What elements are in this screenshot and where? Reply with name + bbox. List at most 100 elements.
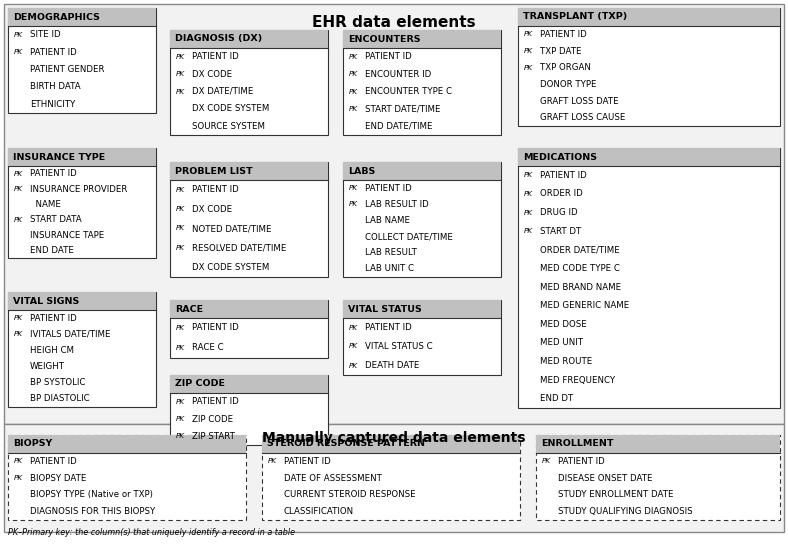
Text: BIOPSY DATE: BIOPSY DATE (30, 473, 87, 483)
Bar (8, 435, 246, 453)
Text: GRAFT LOSS CAUSE: GRAFT LOSS CAUSE (540, 113, 626, 122)
Text: MED GENERIC NAME: MED GENERIC NAME (540, 301, 630, 310)
Text: PK: PK (14, 217, 23, 223)
Text: END DATE/TIME: END DATE/TIME (365, 122, 433, 131)
Text: PATIENT ID: PATIENT ID (30, 48, 76, 57)
Text: DATE OF ASSESSMENT: DATE OF ASSESSMENT (284, 473, 382, 483)
Text: PK: PK (176, 88, 185, 94)
Bar (8, 292, 156, 310)
Text: PK: PK (14, 475, 23, 481)
Text: PK: PK (176, 416, 185, 422)
Text: VITAL SIGNS: VITAL SIGNS (13, 296, 80, 306)
Text: BIOPSY TYPE (Native or TXP): BIOPSY TYPE (Native or TXP) (30, 490, 153, 500)
Text: PATIENT ID: PATIENT ID (540, 171, 587, 180)
Text: PK: PK (524, 228, 533, 234)
Text: PK: PK (349, 71, 358, 77)
Text: START DATA: START DATA (30, 215, 82, 224)
Bar (262, 435, 520, 453)
Text: STEROID RESPONSE PATTERN: STEROID RESPONSE PATTERN (267, 440, 425, 448)
Text: ZIP START: ZIP START (192, 432, 235, 441)
Text: PK: PK (268, 459, 277, 465)
Text: LABS: LABS (348, 167, 375, 175)
Text: LAB RESULT: LAB RESULT (365, 248, 417, 257)
Text: PK: PK (542, 459, 551, 465)
Text: DEATH DATE: DEATH DATE (365, 361, 419, 370)
Text: CLASSIFICATION: CLASSIFICATION (284, 507, 354, 516)
Bar (518, 148, 780, 408)
Bar (536, 435, 780, 520)
Text: PK: PK (176, 54, 185, 60)
Bar (170, 300, 328, 318)
Text: PK: PK (176, 245, 185, 251)
Text: MED FREQUENCY: MED FREQUENCY (540, 376, 615, 384)
Text: VITAL STATUS C: VITAL STATUS C (365, 342, 433, 351)
Text: WEIGHT: WEIGHT (30, 362, 65, 371)
Text: BIRTH DATA: BIRTH DATA (30, 82, 80, 91)
Bar (170, 375, 328, 445)
Text: DONOR TYPE: DONOR TYPE (540, 80, 597, 89)
Text: ENCOUNTERS: ENCOUNTERS (348, 34, 421, 44)
Bar (4, 4, 784, 424)
Bar (343, 300, 501, 375)
Text: PK: PK (176, 187, 185, 193)
Text: STUDY QUALIFYING DIAGNOSIS: STUDY QUALIFYING DIAGNOSIS (558, 507, 693, 516)
Text: PK: PK (524, 64, 533, 70)
Bar (343, 30, 501, 135)
Text: INSURANCE TAPE: INSURANCE TAPE (30, 230, 104, 240)
Text: PK: PK (14, 32, 23, 38)
Text: TRANSPLANT (TXP): TRANSPLANT (TXP) (523, 13, 627, 21)
Text: RESOLVED DATE/TIME: RESOLVED DATE/TIME (192, 244, 286, 252)
Bar (170, 30, 328, 135)
Bar (8, 148, 156, 166)
Text: DX CODE SYSTEM: DX CODE SYSTEM (192, 263, 269, 272)
Text: HEIGH CM: HEIGH CM (30, 346, 74, 355)
Text: SOURCE SYSTEM: SOURCE SYSTEM (192, 122, 265, 131)
Text: RACE: RACE (175, 305, 203, 313)
Text: DX CODE: DX CODE (192, 205, 232, 213)
Text: PK: PK (349, 343, 358, 349)
Bar (518, 8, 780, 126)
Text: ETHNICITY: ETHNICITY (30, 100, 75, 109)
Text: PK: PK (349, 106, 358, 112)
Text: INSURANCE PROVIDER: INSURANCE PROVIDER (30, 185, 128, 193)
Text: PK: PK (524, 191, 533, 197)
Text: PK: PK (14, 49, 23, 55)
Text: END DT: END DT (540, 394, 573, 403)
Text: PATIENT ID: PATIENT ID (30, 169, 76, 178)
Text: PATIENT ID: PATIENT ID (192, 397, 239, 406)
Text: NOTED DATE/TIME: NOTED DATE/TIME (192, 224, 272, 233)
Text: MED CODE TYPE C: MED CODE TYPE C (540, 264, 620, 273)
Text: PK: PK (14, 171, 23, 177)
Text: BP DIASTOLIC: BP DIASTOLIC (30, 394, 90, 403)
Text: ZIP CODE: ZIP CODE (192, 414, 233, 424)
Text: PATIENT ID: PATIENT ID (192, 323, 239, 333)
Text: PK: PK (176, 325, 185, 331)
Text: GRAFT LOSS DATE: GRAFT LOSS DATE (540, 97, 619, 105)
Text: LAB RESULT ID: LAB RESULT ID (365, 200, 429, 209)
Text: DEMOGRAPHICS: DEMOGRAPHICS (13, 13, 100, 21)
Text: PK: PK (176, 225, 185, 232)
Text: PK: PK (14, 331, 23, 337)
Text: PK: PK (349, 324, 358, 330)
Text: MED UNIT: MED UNIT (540, 339, 583, 347)
Bar (343, 300, 501, 318)
Text: CURRENT STEROID RESPONSE: CURRENT STEROID RESPONSE (284, 490, 415, 500)
Text: ORDER DATE/TIME: ORDER DATE/TIME (540, 245, 619, 254)
Text: PK: PK (14, 315, 23, 321)
Text: DIAGNOSIS FOR THIS BIOPSY: DIAGNOSIS FOR THIS BIOPSY (30, 507, 155, 516)
Text: PK: PK (349, 54, 358, 60)
Bar (4, 424, 784, 532)
Bar (8, 435, 246, 520)
Text: ENCOUNTER TYPE C: ENCOUNTER TYPE C (365, 87, 452, 96)
Bar (170, 162, 328, 277)
Text: PATIENT ID: PATIENT ID (192, 185, 239, 194)
Text: PATIENT ID: PATIENT ID (30, 313, 76, 323)
Text: BP SYSTOLIC: BP SYSTOLIC (30, 378, 85, 387)
Text: PK: PK (524, 210, 533, 216)
Text: PK: PK (176, 399, 185, 405)
Text: PROBLEM LIST: PROBLEM LIST (175, 167, 253, 175)
Bar (8, 148, 156, 258)
Text: ENROLLMENT: ENROLLMENT (541, 440, 614, 448)
Text: PK: PK (524, 31, 533, 37)
Text: ORDER ID: ORDER ID (540, 189, 583, 198)
